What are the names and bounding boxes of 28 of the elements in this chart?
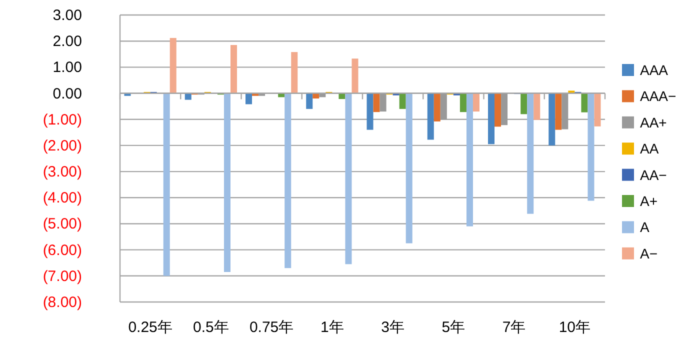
y-tick-label: (7.00) — [42, 268, 82, 285]
y-tick-label: (6.00) — [42, 242, 82, 259]
x-tick-label: 10年 — [558, 319, 591, 336]
x-tick-label: 0.75年 — [249, 319, 294, 336]
y-tick-label: (1.00) — [42, 111, 82, 128]
y-tick-label: (8.00) — [42, 294, 82, 311]
legend-label: AA− — [640, 166, 667, 183]
x-tick-label: 0.5年 — [193, 319, 229, 336]
y-tick-label: 2.00 — [52, 33, 82, 50]
y-tick-label: 1.00 — [52, 59, 82, 76]
legend-label: AAA — [640, 62, 669, 78]
y-tick-label: 0.00 — [52, 85, 82, 102]
y-tick-label: (2.00) — [42, 137, 82, 154]
legend-label: A — [640, 219, 650, 236]
legend-label: AAA− — [640, 88, 676, 104]
x-tick-label: 7年 — [502, 319, 526, 336]
y-tick-label: (4.00) — [42, 190, 82, 207]
x-tick-label: 0.25年 — [128, 319, 172, 336]
y-tick-label: 3.00 — [52, 7, 82, 24]
x-tick-label: 3年 — [381, 319, 404, 336]
legend-label: AA+ — [640, 114, 667, 130]
legend-label: AA — [640, 140, 660, 157]
x-tick-label: 5年 — [442, 319, 466, 336]
legend-label: A+ — [640, 193, 658, 209]
legend-label: A− — [640, 245, 658, 262]
y-tick-label: (5.00) — [42, 216, 82, 233]
y-tick-label: (3.00) — [42, 164, 82, 181]
x-tick-label: 1年 — [320, 319, 344, 336]
